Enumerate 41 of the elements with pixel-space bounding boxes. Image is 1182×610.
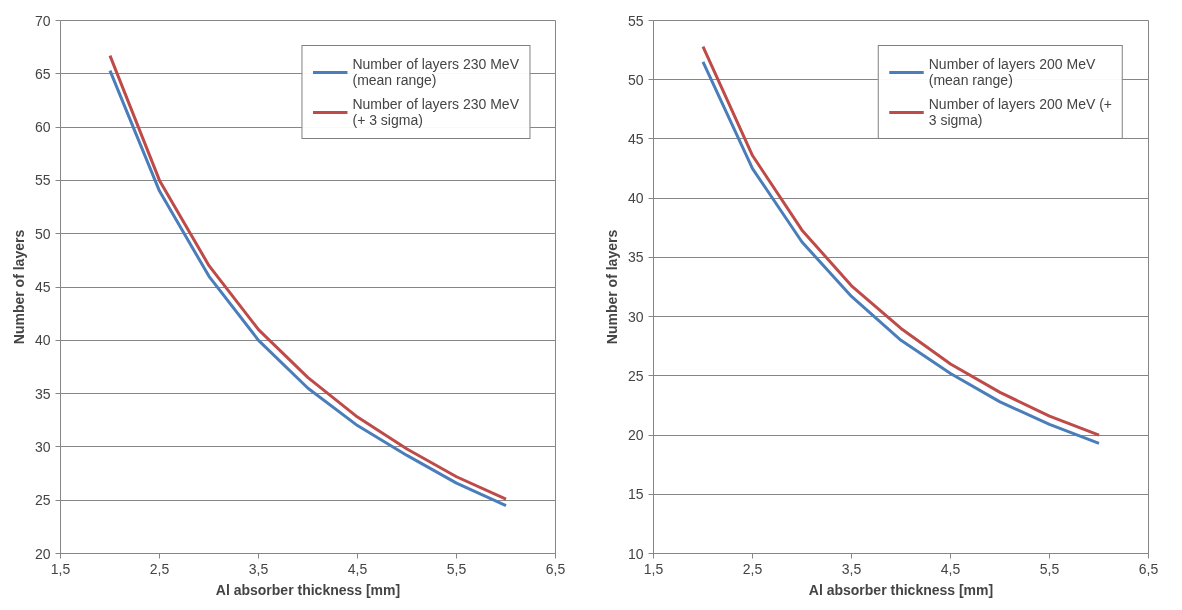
- legend-label: Number of layers 200 MeV (+ 3 sigma): [928, 96, 1112, 128]
- y-tick-label: 30: [34, 438, 51, 455]
- y-tick-label: 35: [34, 385, 51, 402]
- x-tick-label: 4,5: [347, 560, 368, 577]
- legend-label: Number of layers 200 MeV (mean range): [928, 56, 1096, 88]
- y-tick-label: 60: [34, 119, 51, 136]
- x-axis-title: Al absorber thickness [mm]: [215, 581, 401, 598]
- y-tick-label: 70: [34, 12, 51, 29]
- x-tick-label: 5,5: [446, 560, 467, 577]
- y-axis-title: Number of layers: [10, 229, 27, 345]
- x-tick-label: 5,5: [1039, 560, 1060, 577]
- legend-label: Number of layers 230 MeV (+ 3 sigma): [352, 96, 519, 128]
- y-tick-label: 20: [34, 545, 51, 562]
- x-tick-label: 3,5: [248, 560, 269, 577]
- x-tick-label: 6,5: [545, 560, 566, 577]
- y-tick-label: 55: [34, 172, 51, 189]
- x-tick-label: 2,5: [149, 560, 170, 577]
- x-tick-label: 4,5: [940, 560, 961, 577]
- y-tick-label: 65: [34, 65, 51, 82]
- y-tick-label: 50: [34, 225, 51, 242]
- y-tick-label: 25: [34, 492, 51, 509]
- y-tick-label: 40: [34, 332, 51, 349]
- x-tick-label: 2,5: [742, 560, 763, 577]
- y-axis-title: Number of layers: [603, 229, 620, 345]
- y-tick-label: 50: [627, 71, 644, 88]
- y-tick-label: 30: [627, 308, 644, 325]
- x-tick-label: 3,5: [841, 560, 862, 577]
- y-tick-label: 25: [627, 367, 644, 384]
- x-tick-label: 1,5: [643, 560, 664, 577]
- x-tick-label: 6,5: [1138, 560, 1159, 577]
- y-tick-label: 10: [627, 545, 644, 562]
- y-tick-label: 40: [627, 190, 644, 207]
- x-axis-title: Al absorber thickness [mm]: [808, 581, 994, 598]
- y-tick-label: 55: [627, 12, 644, 29]
- legend-label: Number of layers 230 MeV (mean range): [352, 56, 519, 88]
- y-tick-label: 35: [627, 249, 644, 266]
- y-tick-label: 45: [627, 130, 644, 147]
- x-tick-label: 1,5: [50, 560, 71, 577]
- y-tick-label: 20: [627, 427, 644, 444]
- y-tick-label: 15: [627, 486, 644, 503]
- y-tick-label: 45: [34, 279, 51, 295]
